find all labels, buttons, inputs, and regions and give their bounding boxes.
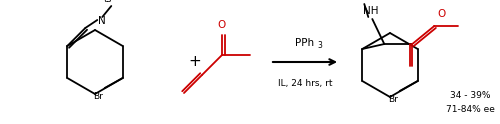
Text: O: O [218, 20, 226, 30]
Text: Br: Br [93, 92, 102, 101]
Text: PPh: PPh [296, 38, 314, 48]
Text: NH: NH [362, 6, 378, 16]
Text: 71-84% ee: 71-84% ee [446, 106, 494, 114]
Text: N: N [98, 16, 106, 26]
Text: 34 - 39%: 34 - 39% [450, 91, 490, 99]
Text: 3: 3 [317, 41, 322, 50]
Text: Br: Br [388, 95, 398, 104]
Text: +: + [188, 55, 202, 69]
Text: ts: ts [104, 0, 112, 4]
Text: O: O [438, 9, 446, 19]
Text: IL, 24 hrs, rt: IL, 24 hrs, rt [278, 79, 332, 88]
